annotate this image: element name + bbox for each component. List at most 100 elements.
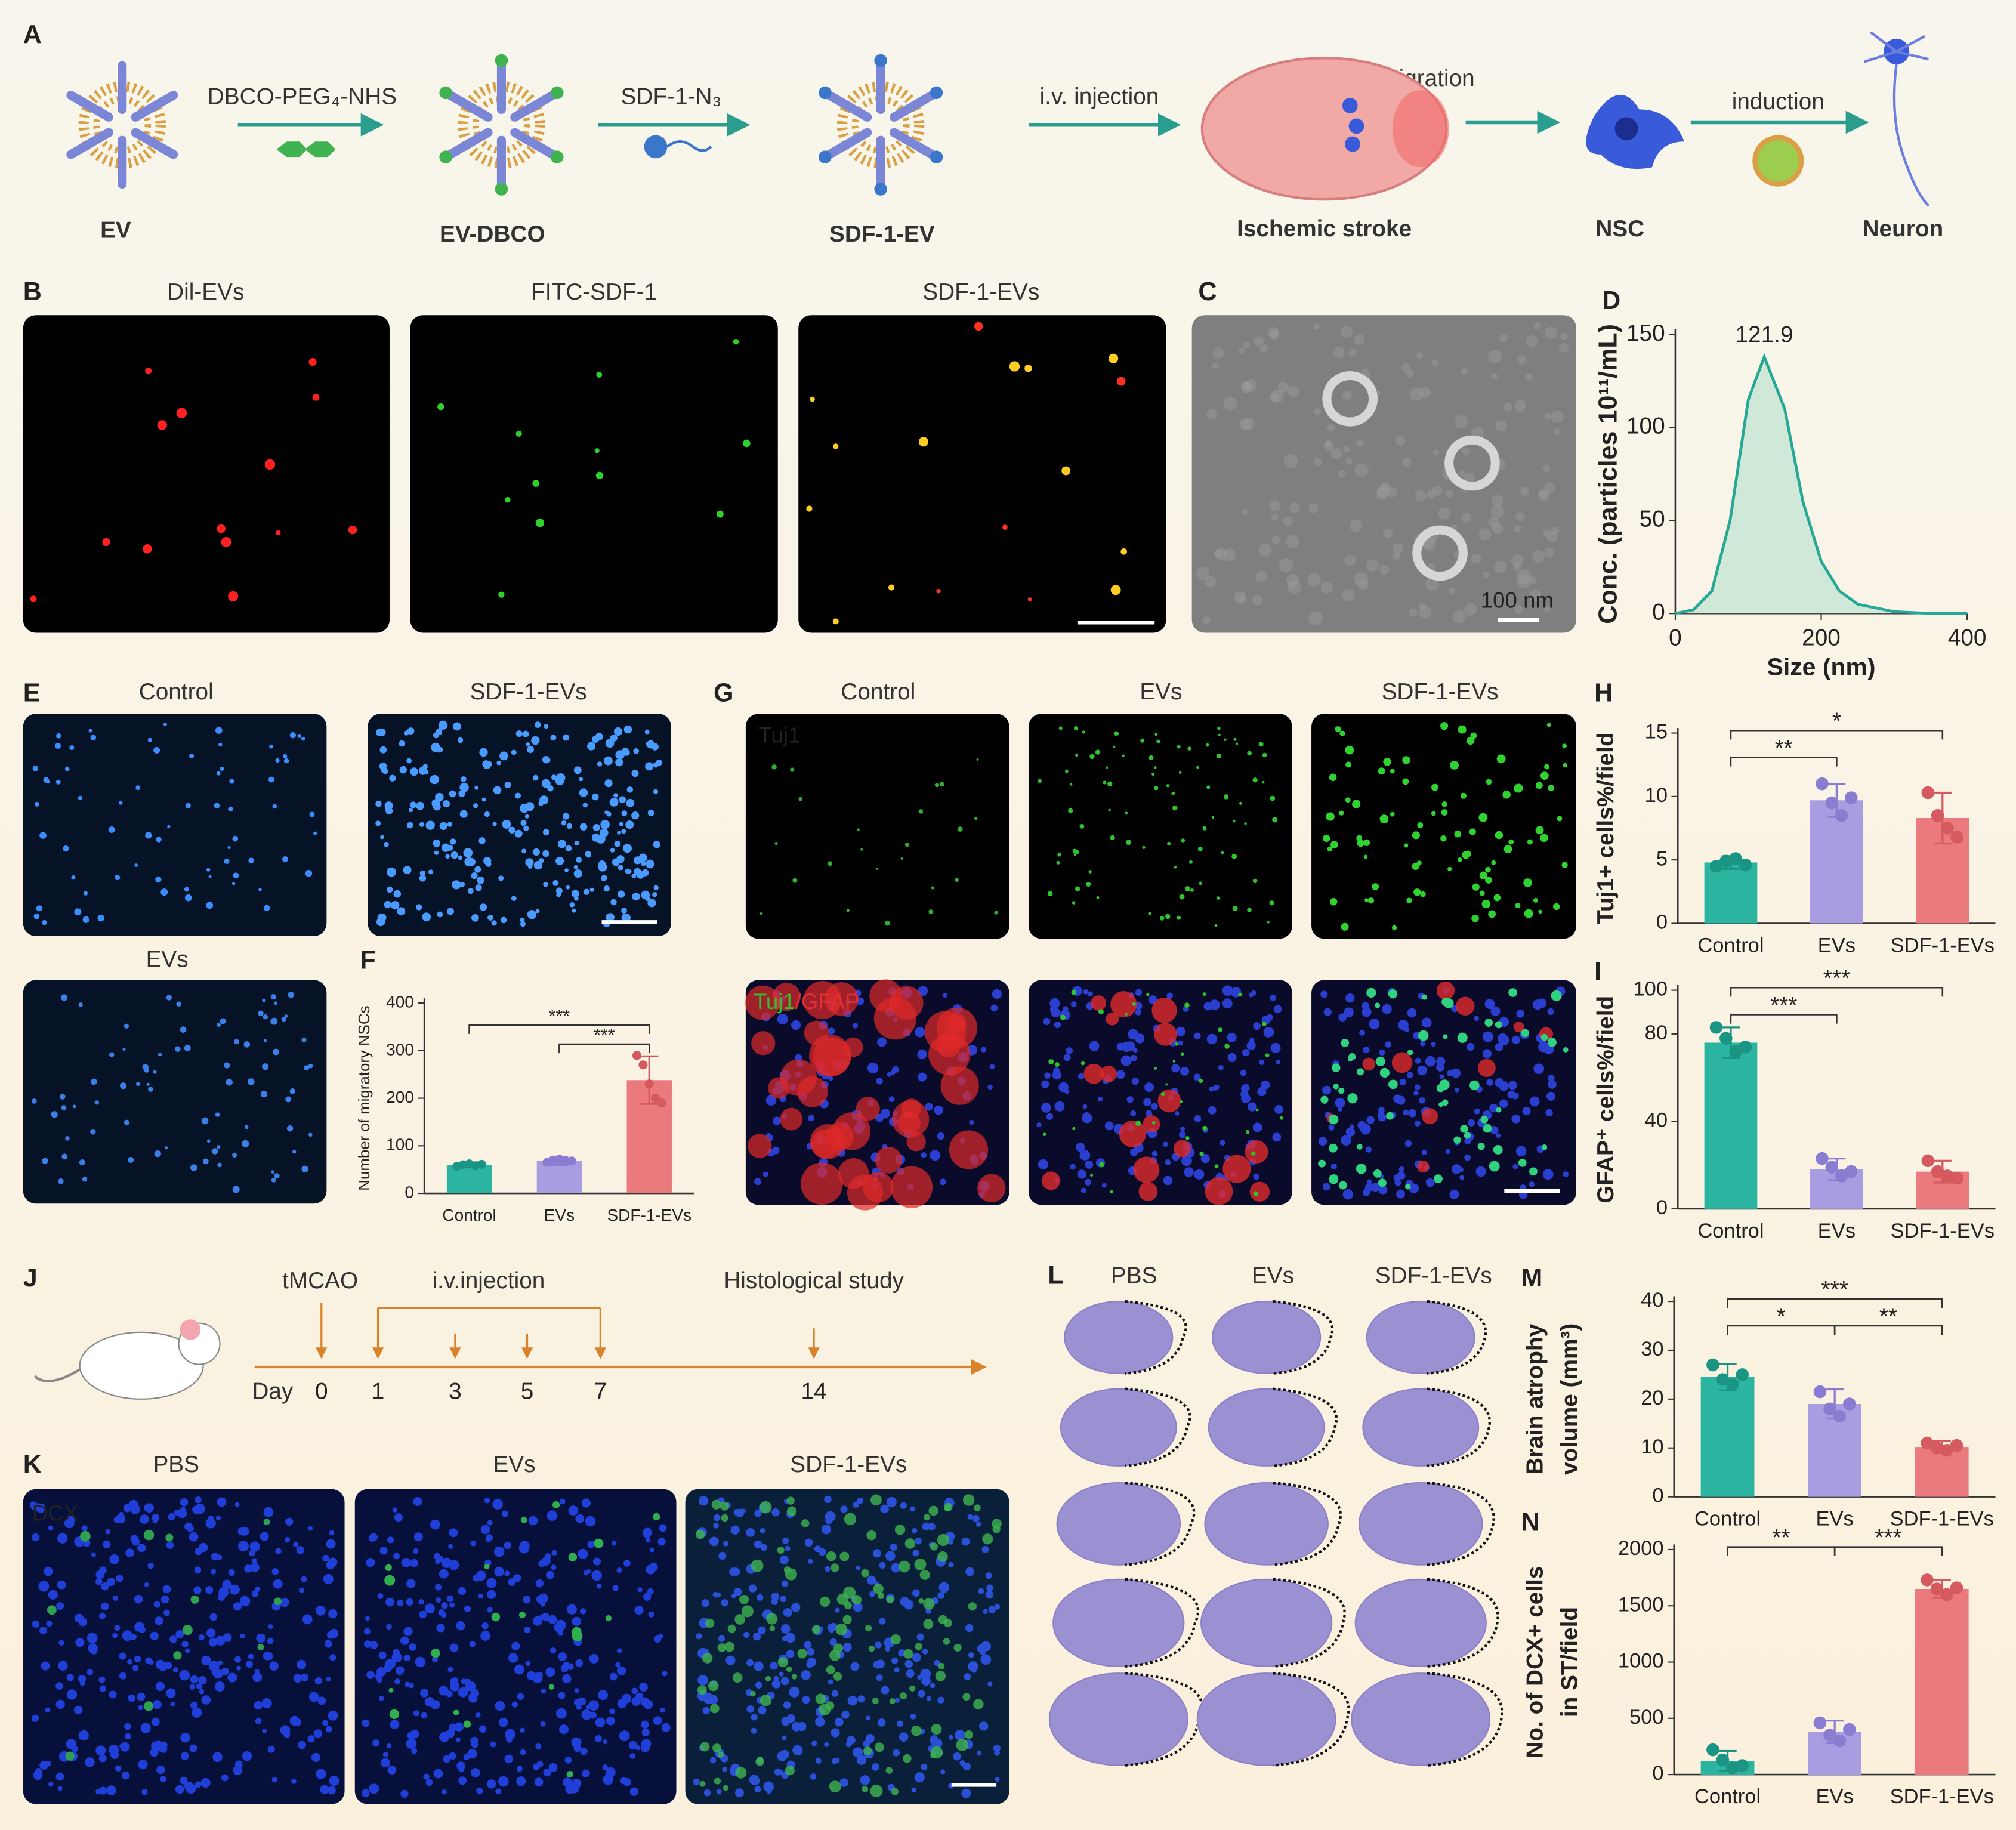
micrograph-spot — [632, 892, 640, 901]
micrograph-spot — [1165, 1083, 1168, 1086]
significance-bracket — [1730, 729, 1944, 740]
micrograph-spot — [78, 795, 83, 801]
micrograph-spot — [804, 1538, 813, 1547]
micrograph-spot — [1524, 372, 1533, 381]
micrograph-spot — [458, 1587, 467, 1596]
micrograph-spot — [515, 430, 522, 437]
micrograph-spot — [143, 1529, 155, 1541]
micrograph-spot — [928, 1505, 938, 1516]
micrograph-spot — [51, 1111, 58, 1118]
micrograph-spot — [1441, 998, 1450, 1007]
micrograph-spot — [1431, 359, 1438, 366]
micrograph-spot — [890, 1166, 933, 1208]
micrograph-spot — [964, 1673, 971, 1681]
micrograph-spot — [1009, 361, 1020, 372]
micrograph-spot — [1490, 505, 1505, 519]
micrograph-spot — [1330, 1164, 1337, 1170]
micrograph-spot — [716, 1789, 722, 1795]
micrograph-spot — [291, 1779, 297, 1784]
micrograph-spot — [401, 1557, 411, 1567]
micrograph-spot — [1080, 1061, 1085, 1066]
micrograph-spot — [115, 1765, 122, 1772]
x-tick-label: SDF-1-EVs — [607, 1206, 691, 1224]
micrograph-spot — [1174, 866, 1177, 869]
micrograph-spot — [782, 1537, 789, 1544]
micrograph-spot — [108, 826, 115, 834]
micrograph-spot — [771, 1508, 780, 1517]
micrograph-spot — [486, 1779, 496, 1789]
micrograph-spot — [786, 1496, 795, 1505]
micrograph-spot — [1412, 831, 1420, 840]
data-point — [1921, 1436, 1934, 1450]
micrograph-spot — [508, 1578, 516, 1586]
micrograph-spot — [904, 843, 909, 847]
micrograph-spot — [661, 1723, 671, 1732]
micrograph-spot — [325, 1640, 332, 1648]
micrograph-spot — [1551, 526, 1560, 535]
micrograph-spot — [1221, 851, 1224, 854]
micrograph-spot — [329, 1530, 335, 1536]
micrograph-spot — [551, 774, 557, 780]
micrograph-spot — [1417, 1160, 1430, 1173]
x-tick-label: 0 — [1669, 625, 1682, 651]
micrograph-spot — [140, 1723, 151, 1733]
micrograph-spot — [977, 1174, 1006, 1202]
micrograph-spot — [473, 803, 478, 808]
micrograph-spot — [1490, 1126, 1499, 1135]
micrograph-spot — [887, 1072, 892, 1077]
micrograph-spot — [1464, 1132, 1471, 1139]
micrograph-spot — [1205, 576, 1217, 588]
micrograph-spot — [145, 367, 152, 374]
micrograph-spot — [780, 1624, 791, 1634]
micrograph-spot — [284, 1014, 288, 1018]
micrograph-spot — [1425, 1179, 1431, 1184]
micrograph-spot — [1154, 785, 1159, 791]
micrograph-spot — [190, 1595, 199, 1604]
ev-ligand — [495, 183, 508, 196]
micrograph-spot — [1313, 323, 1320, 330]
ev-protein — [825, 128, 872, 159]
micrograph-spot — [233, 872, 239, 879]
area — [1675, 357, 1968, 614]
micrograph-spot — [1120, 548, 1127, 555]
micrograph-spot — [498, 1776, 509, 1787]
micrograph-spot — [872, 1698, 879, 1704]
micrograph-spot — [531, 736, 540, 745]
brain-slice — [1060, 1388, 1177, 1467]
micrograph-spot — [595, 1717, 606, 1727]
micrograph-spot — [536, 1594, 547, 1604]
micrograph-spot — [697, 1685, 707, 1695]
micrograph-spot — [437, 403, 444, 411]
micrograph-spot — [1208, 1106, 1217, 1115]
micrograph-spot — [801, 1519, 810, 1527]
micrograph-spot — [1357, 840, 1364, 847]
data-point — [1825, 796, 1839, 810]
micrograph-spot — [71, 875, 76, 880]
x-tick-label: SDF-1-EVs — [1891, 934, 1995, 956]
micrograph-spot — [123, 1504, 132, 1513]
micrograph-spot — [176, 408, 187, 418]
micrograph-spot — [1088, 991, 1094, 997]
micrograph-spot — [1515, 903, 1521, 909]
micrograph-spot — [594, 1538, 604, 1548]
data-point — [1706, 1743, 1719, 1757]
micrograph-spot — [75, 1638, 85, 1647]
micrograph-spot — [1495, 419, 1508, 432]
micrograph-spot — [840, 1505, 848, 1513]
micrograph-spot — [564, 868, 569, 872]
micrograph-spot — [527, 864, 533, 869]
micrograph-spot — [1439, 1079, 1450, 1090]
micrograph-spot — [1538, 489, 1549, 501]
micrograph-spot — [1060, 1014, 1066, 1020]
micrograph-spot — [873, 1660, 882, 1669]
micrograph-spot — [1523, 878, 1532, 887]
infarct-outline — [1273, 1481, 1342, 1566]
micrograph-spot — [1373, 1169, 1382, 1178]
micrograph-spot — [1393, 1094, 1402, 1104]
micrograph-spot — [450, 851, 458, 859]
micrograph-spot — [508, 1653, 518, 1663]
micrograph-spot — [717, 1751, 724, 1758]
micrograph-spot — [446, 1595, 454, 1603]
micrograph-spot — [308, 358, 317, 366]
micrograph-spot — [1072, 901, 1076, 905]
